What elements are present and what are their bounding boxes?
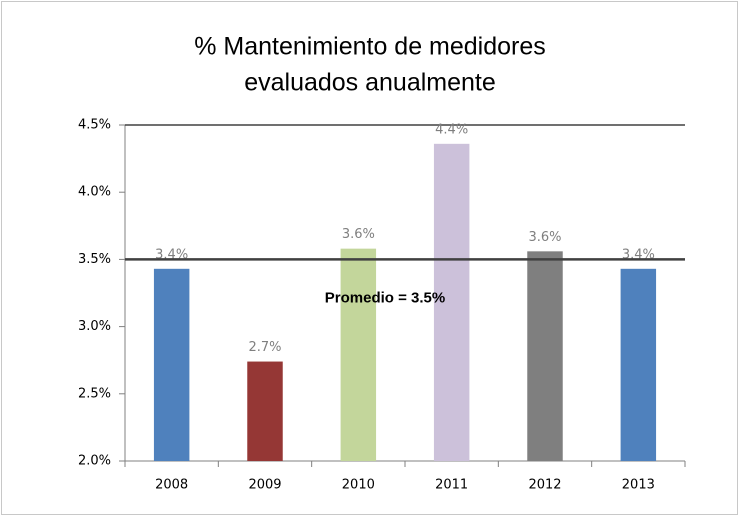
- y-tick-label: 3.0%: [78, 319, 111, 334]
- bar: [153, 268, 190, 461]
- y-tick-label: 4.0%: [78, 185, 111, 200]
- x-tick-label: 2011: [435, 478, 468, 493]
- x-tick-label: 2010: [342, 478, 375, 493]
- value-label: 3.6%: [342, 227, 375, 242]
- y-tick-label: 3.5%: [78, 252, 111, 267]
- x-tick-label: 2009: [248, 478, 281, 493]
- average-label: Promedio = 3.5%: [325, 289, 445, 306]
- y-tick-label: 4.5%: [78, 118, 111, 133]
- bar: [247, 361, 283, 461]
- x-tick-label: 2008: [155, 478, 188, 493]
- bar: [340, 248, 377, 461]
- x-tick-label: 2012: [528, 478, 561, 493]
- y-tick-label: 2.0%: [78, 454, 111, 469]
- value-label: 3.6%: [528, 230, 561, 245]
- chart-title: % Mantenimiento de medidores: [194, 33, 546, 61]
- x-tick-label: 2013: [622, 478, 655, 493]
- bar: [433, 143, 470, 462]
- bar: [620, 268, 657, 461]
- value-label: 4.4%: [435, 122, 468, 137]
- bar: [527, 251, 563, 461]
- value-label: 2.7%: [248, 340, 281, 355]
- chart-title: evaluados anualmente: [244, 69, 496, 97]
- y-tick-label: 2.5%: [78, 386, 111, 401]
